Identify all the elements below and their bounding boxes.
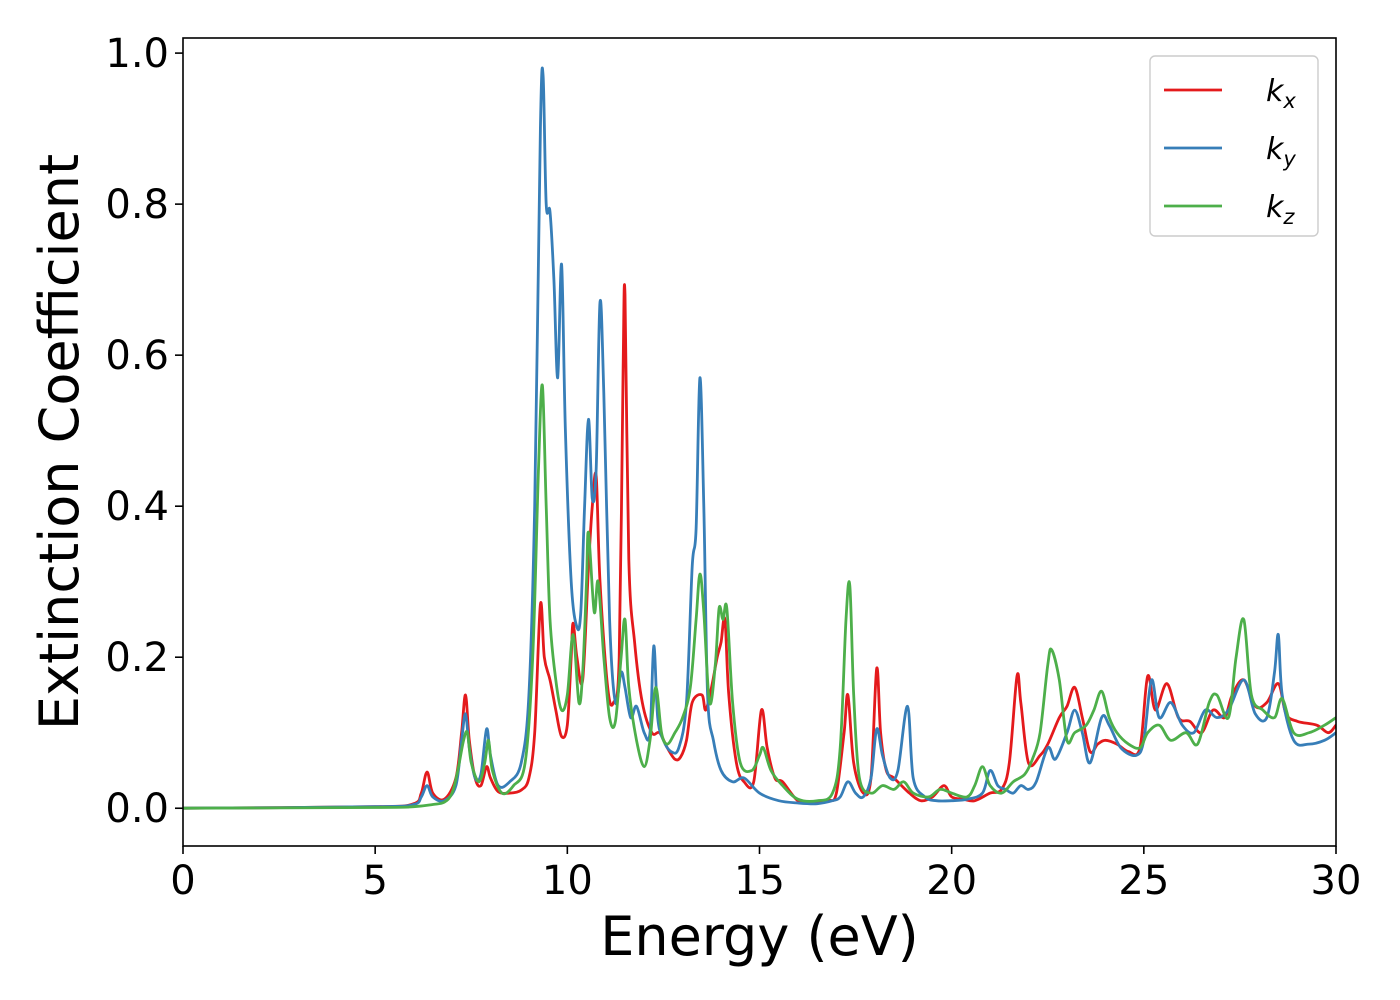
x-tick-label: 15: [734, 858, 785, 904]
series-line-y: [183, 66, 1336, 810]
legend-label-z: kz: [1266, 190, 1295, 229]
y-tick-label: 0.0: [105, 786, 169, 832]
x-axis-title: Energy (eV): [600, 905, 919, 968]
series-line-x: [183, 283, 1336, 810]
legend-box: [1149, 55, 1319, 237]
x-tick-label: 25: [1118, 858, 1169, 904]
x-tick-label: 10: [542, 858, 593, 904]
x-tick-label: 30: [1311, 858, 1362, 904]
series-line-z: [183, 383, 1336, 810]
legend-label-y: ky: [1266, 132, 1296, 171]
y-axis-title: Extinction Coefficient: [28, 154, 91, 730]
y-tick-label: 0.6: [105, 333, 169, 379]
series-lines: [183, 66, 1336, 810]
axis-ticks: 0 5 10 15 20 25 30 0.0 0.2 0.4 0.6 0.8 1.0: [105, 31, 1361, 904]
y-tick-label: 0.4: [105, 484, 169, 530]
legend: kx ky kz: [1149, 55, 1319, 237]
legend-label-x: kx: [1266, 74, 1296, 113]
x-tick-label: 0: [170, 858, 195, 904]
y-tick-label: 1.0: [105, 31, 169, 77]
y-tick-label: 0.8: [105, 182, 169, 228]
y-tick-label: 0.2: [105, 635, 169, 681]
x-tick-label: 5: [362, 858, 387, 904]
x-tick-label: 20: [926, 858, 977, 904]
